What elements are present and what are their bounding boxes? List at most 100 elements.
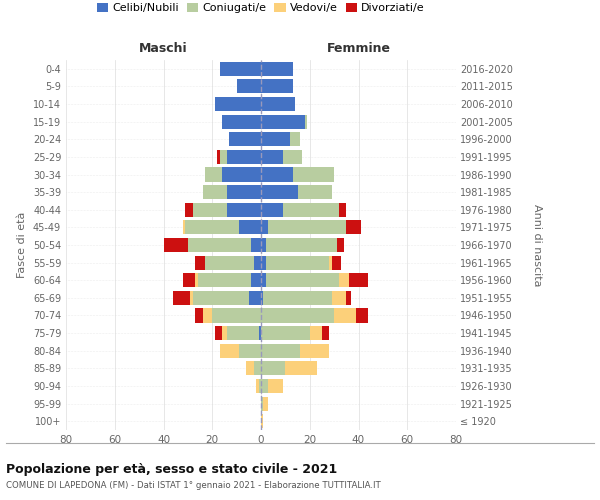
Bar <box>266 238 337 252</box>
Bar <box>247 362 254 376</box>
Bar <box>334 308 356 322</box>
Bar <box>261 362 286 376</box>
Bar <box>190 291 193 305</box>
Bar <box>261 114 305 128</box>
Bar <box>346 220 361 234</box>
Bar <box>195 256 205 270</box>
Bar <box>300 344 329 358</box>
Bar <box>356 308 368 322</box>
Bar <box>286 362 317 376</box>
Bar <box>261 132 290 146</box>
Bar <box>339 273 349 287</box>
Bar <box>261 168 293 181</box>
Y-axis label: Fasce di età: Fasce di età <box>17 212 27 278</box>
Bar <box>261 80 293 94</box>
Bar <box>163 238 188 252</box>
Text: Maschi: Maschi <box>139 42 188 55</box>
Bar <box>263 396 268 410</box>
Bar <box>193 291 249 305</box>
Bar <box>203 308 212 322</box>
Bar <box>283 202 339 217</box>
Bar <box>212 308 261 322</box>
Bar <box>259 379 261 393</box>
Bar <box>227 202 261 217</box>
Bar <box>349 273 368 287</box>
Bar <box>195 308 203 322</box>
Bar <box>261 291 263 305</box>
Bar <box>222 114 261 128</box>
Bar <box>337 238 344 252</box>
Bar <box>249 291 261 305</box>
Bar <box>268 379 283 393</box>
Bar <box>215 97 261 111</box>
Bar <box>305 114 307 128</box>
Bar <box>239 344 261 358</box>
Bar <box>193 202 227 217</box>
Bar <box>261 273 266 287</box>
Bar <box>266 273 339 287</box>
Bar <box>268 220 346 234</box>
Bar <box>322 326 329 340</box>
Bar <box>261 414 263 428</box>
Bar <box>346 291 351 305</box>
Bar <box>261 150 283 164</box>
Bar <box>261 379 268 393</box>
Bar <box>220 62 261 76</box>
Y-axis label: Anni di nascita: Anni di nascita <box>532 204 542 286</box>
Bar <box>185 220 239 234</box>
Bar <box>263 291 332 305</box>
Bar <box>298 185 332 199</box>
Bar <box>229 132 261 146</box>
Bar <box>203 185 227 199</box>
Bar <box>339 202 346 217</box>
Bar <box>205 168 222 181</box>
Bar <box>188 238 251 252</box>
Bar <box>261 238 266 252</box>
Bar <box>261 256 266 270</box>
Bar <box>251 238 261 252</box>
Bar <box>173 291 190 305</box>
Bar <box>217 150 220 164</box>
Bar <box>261 97 295 111</box>
Bar <box>266 256 329 270</box>
Bar <box>290 132 300 146</box>
Bar <box>310 326 322 340</box>
Bar <box>183 273 195 287</box>
Bar <box>261 308 334 322</box>
Bar <box>259 326 261 340</box>
Bar <box>329 256 332 270</box>
Bar <box>185 202 193 217</box>
Bar <box>261 62 293 76</box>
Bar <box>261 326 310 340</box>
Bar <box>283 150 302 164</box>
Text: Popolazione per età, sesso e stato civile - 2021: Popolazione per età, sesso e stato civil… <box>6 462 337 475</box>
Bar <box>293 168 334 181</box>
Bar <box>227 326 259 340</box>
Text: Femmine: Femmine <box>326 42 391 55</box>
Bar <box>239 220 261 234</box>
Bar <box>227 150 261 164</box>
Bar <box>222 168 261 181</box>
Bar <box>183 220 185 234</box>
Bar <box>227 185 261 199</box>
Bar <box>254 362 261 376</box>
Bar <box>205 256 254 270</box>
Bar <box>236 80 261 94</box>
Bar <box>254 256 261 270</box>
Bar <box>332 256 341 270</box>
Bar <box>197 273 251 287</box>
Bar <box>332 291 346 305</box>
Bar <box>215 326 222 340</box>
Bar <box>261 396 263 410</box>
Bar <box>220 150 227 164</box>
Bar <box>195 273 197 287</box>
Legend: Celibi/Nubili, Coniugati/e, Vedovi/e, Divorziati/e: Celibi/Nubili, Coniugati/e, Vedovi/e, Di… <box>95 1 427 15</box>
Text: COMUNE DI LAPEDONA (FM) - Dati ISTAT 1° gennaio 2021 - Elaborazione TUTTITALIA.I: COMUNE DI LAPEDONA (FM) - Dati ISTAT 1° … <box>6 481 381 490</box>
Bar <box>261 220 268 234</box>
Bar <box>261 185 298 199</box>
Bar <box>251 273 261 287</box>
Bar <box>256 379 259 393</box>
Bar <box>220 344 239 358</box>
Bar <box>222 326 227 340</box>
Bar <box>261 344 300 358</box>
